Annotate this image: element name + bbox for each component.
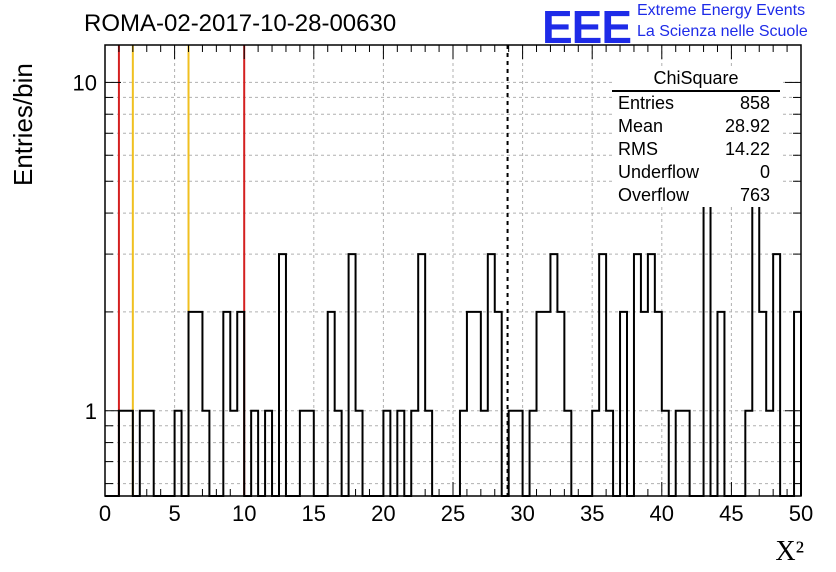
histogram-bin bbox=[599, 254, 606, 496]
histogram-bin bbox=[662, 411, 669, 496]
histogram-bin bbox=[418, 254, 425, 496]
x-tick-label: 45 bbox=[719, 501, 743, 526]
histogram-bin bbox=[557, 312, 564, 496]
x-tick-label: 10 bbox=[232, 501, 256, 526]
stats-value: 858 bbox=[739, 93, 770, 113]
axes: 0 5 10 15 20 25 30 35 40 45 50 1 10 bbox=[73, 44, 813, 526]
histogram-bin bbox=[140, 411, 147, 496]
histogram-bin bbox=[550, 254, 557, 496]
histogram-bin bbox=[634, 254, 641, 496]
grid bbox=[105, 45, 801, 496]
x-tick-label: 30 bbox=[510, 501, 534, 526]
histogram-bin bbox=[411, 411, 418, 496]
x-tick-label: 15 bbox=[302, 501, 326, 526]
stats-label: Underflow bbox=[618, 162, 700, 182]
org-name-line1: Extreme Energy Events bbox=[637, 2, 806, 19]
stats-title: ChiSquare bbox=[612, 68, 780, 92]
histogram-bin bbox=[356, 411, 363, 496]
eee-logo: EEE bbox=[542, 1, 632, 53]
histogram-bin bbox=[349, 254, 356, 496]
histogram-bin bbox=[223, 312, 230, 496]
stats-box: ChiSquare Entries 858 Mean 28.92 RMS 14.… bbox=[612, 68, 780, 207]
histogram-bin bbox=[175, 411, 182, 496]
histogram-bin bbox=[543, 312, 550, 496]
y-tick-label: 10 bbox=[73, 70, 97, 95]
y-axis-label: Entries/bin bbox=[8, 63, 38, 186]
x-tick-label: 20 bbox=[371, 501, 395, 526]
histogram-bin bbox=[481, 411, 488, 496]
stats-row-entries: Entries 858 bbox=[612, 92, 780, 115]
histogram bbox=[105, 132, 802, 497]
histogram-bin bbox=[516, 411, 523, 496]
histogram-bin bbox=[230, 411, 237, 496]
histogram-bin bbox=[530, 411, 537, 496]
stats-label: Entries bbox=[618, 93, 675, 113]
stats-label: Mean bbox=[618, 116, 664, 136]
histogram-bin bbox=[251, 411, 258, 496]
histogram-bin bbox=[676, 411, 683, 496]
stats-value: 763 bbox=[739, 185, 770, 205]
x-tick-label: 40 bbox=[650, 501, 674, 526]
stats-value: 28.92 bbox=[724, 116, 770, 136]
histogram-bin bbox=[745, 411, 752, 496]
histogram-bin bbox=[537, 312, 544, 496]
histogram-bin bbox=[335, 411, 342, 496]
stats-row-mean: Mean 28.92 bbox=[612, 115, 780, 138]
stats-value: 14.22 bbox=[724, 139, 770, 159]
x-tick-label: 25 bbox=[441, 501, 465, 526]
stats-value: 0 bbox=[759, 162, 770, 182]
y-tick-label: 1 bbox=[85, 399, 97, 424]
histogram-bin bbox=[425, 411, 432, 496]
histogram-bin bbox=[794, 312, 801, 496]
x-tick-label: 35 bbox=[580, 501, 604, 526]
x-tick-label: 0 bbox=[99, 501, 111, 526]
histogram-bin bbox=[592, 411, 599, 496]
histogram-bin bbox=[189, 312, 196, 496]
stats-label: RMS bbox=[618, 139, 658, 159]
histogram-bin bbox=[467, 312, 474, 496]
histogram-bin bbox=[147, 411, 154, 496]
histogram-bin bbox=[488, 254, 495, 496]
stats-row-overflow: Overflow 763 bbox=[612, 184, 780, 207]
histogram-bin bbox=[648, 254, 655, 496]
histogram-bin bbox=[383, 411, 390, 496]
chart-title: ROMA-02-2017-10-28-00630 bbox=[84, 10, 397, 37]
histogram-bin bbox=[237, 312, 244, 496]
histogram-bin bbox=[300, 411, 307, 496]
histogram-bin bbox=[509, 411, 516, 496]
histogram-bin bbox=[683, 411, 690, 496]
stats-row-underflow: Underflow 0 bbox=[612, 161, 780, 184]
histogram-bin bbox=[773, 254, 780, 496]
histogram-bin bbox=[126, 411, 133, 496]
x-tick-label: 5 bbox=[168, 501, 180, 526]
histogram-bin bbox=[307, 411, 314, 496]
histogram-bin bbox=[474, 312, 481, 496]
histogram-bin bbox=[279, 254, 286, 496]
histogram-bin bbox=[195, 312, 202, 496]
histogram-bin bbox=[397, 411, 404, 496]
histogram-bin bbox=[564, 411, 571, 496]
histogram-bin bbox=[606, 411, 613, 496]
histogram-bin bbox=[495, 312, 502, 496]
histogram-bin bbox=[641, 312, 648, 496]
histogram-bin bbox=[766, 411, 773, 496]
histogram-bin bbox=[655, 312, 662, 496]
histogram-bin bbox=[620, 312, 627, 496]
histogram-bin bbox=[759, 312, 766, 496]
histogram-outline bbox=[105, 132, 802, 497]
histogram-bin bbox=[265, 411, 272, 496]
org-name-line2: La Scienza nelle Scuole bbox=[637, 23, 808, 40]
stats-row-rms: RMS 14.22 bbox=[612, 138, 780, 161]
histogram-bin bbox=[202, 411, 209, 496]
x-axis-label: X² bbox=[775, 536, 804, 567]
histogram-bin bbox=[328, 312, 335, 496]
histogram-bin bbox=[717, 312, 724, 496]
stats-label: Overflow bbox=[618, 185, 690, 205]
histogram-bin bbox=[460, 411, 467, 496]
histogram-bin bbox=[119, 411, 126, 496]
x-tick-label: 50 bbox=[789, 501, 813, 526]
